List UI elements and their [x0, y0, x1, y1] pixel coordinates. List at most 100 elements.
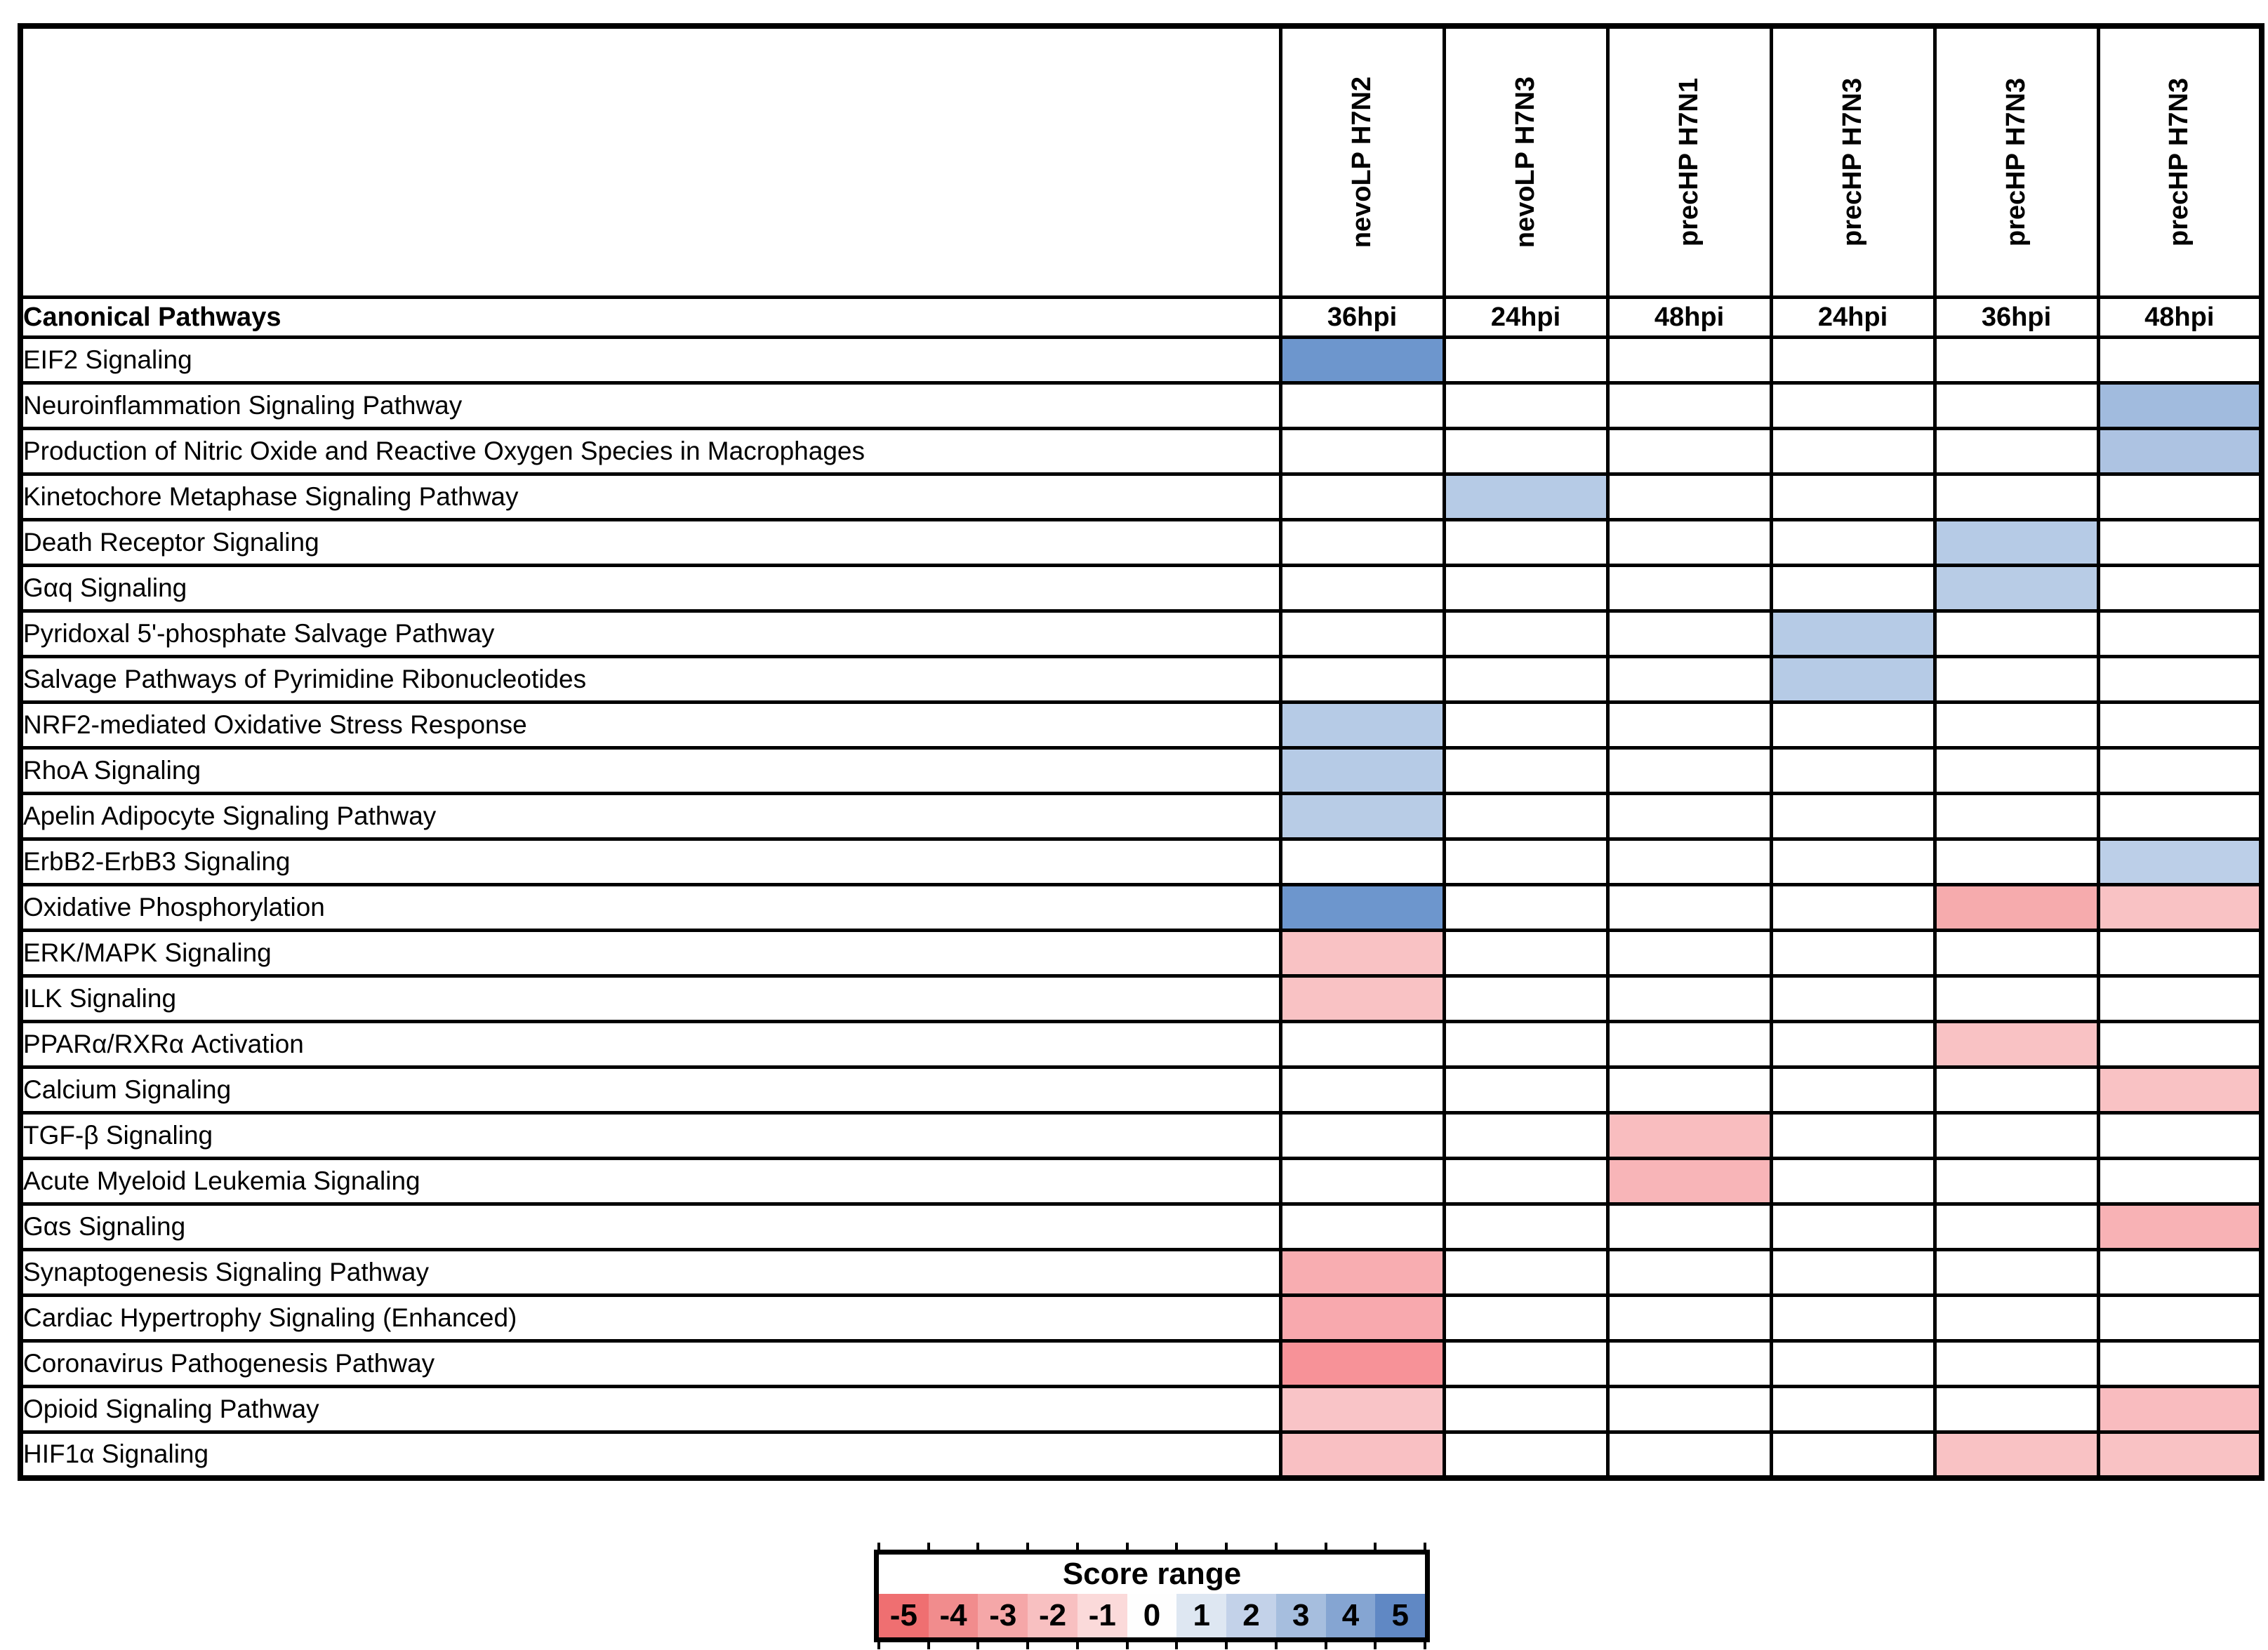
pathway-label: Death Receptor Signaling [18, 518, 1282, 567]
pathway-row: TGF-β Signaling [18, 1111, 2264, 1160]
legend-tick [1225, 1642, 1228, 1649]
virus-header-cell: precHP H7N3 [1769, 24, 1937, 299]
heatmap-cell [1932, 974, 2100, 1023]
virus-header-cell: nevoLP H7N3 [1442, 24, 1610, 299]
heatmap-cell [1605, 700, 1773, 750]
heatmap-cell [1932, 1339, 2100, 1388]
legend-score-cell: 1 [1176, 1594, 1227, 1637]
heatmap-cell [1442, 1339, 1610, 1388]
heatmap-cell [1442, 1248, 1610, 1297]
heatmap-cell [1278, 609, 1446, 658]
legend-tick [976, 1543, 980, 1550]
pathway-label: Opioid Signaling Pathway [18, 1385, 1282, 1434]
legend-tick [1424, 1642, 1426, 1649]
timepoint-label: 24hpi [1769, 295, 1937, 339]
pathway-row: ILK Signaling [18, 974, 2264, 1023]
heatmap-cell [2096, 1020, 2264, 1069]
timepoint-label: 36hpi [1278, 295, 1446, 339]
heatmap-cell [1442, 564, 1610, 613]
legend-score-cell: -5 [879, 1594, 929, 1637]
heatmap-cell [1932, 335, 2100, 385]
heatmap-cell [1932, 837, 2100, 886]
virus-label: precHP H7N3 [1837, 77, 1867, 247]
heatmap-cell [1769, 1202, 1937, 1251]
heatmap-cell [1769, 1248, 1937, 1297]
heatmap-cell [2096, 564, 2264, 613]
heatmap-cell [1605, 837, 1773, 886]
heatmap-cell [1278, 1248, 1446, 1297]
heatmap-cell [1278, 837, 1446, 886]
heatmap-cell [1442, 929, 1610, 978]
heatmap-body: EIF2 Signaling Neuroinflammation Signalin… [18, 335, 2264, 1479]
heatmap-cell [2096, 1293, 2264, 1343]
legend-score-cell: 3 [1275, 1594, 1326, 1637]
legend-tick [877, 1543, 880, 1550]
heatmap-cell [1605, 1202, 1773, 1251]
pathway-label: Oxidative Phosphorylation [18, 883, 1282, 932]
heatmap-cell [1442, 1111, 1610, 1160]
legend-tick [976, 1642, 980, 1649]
pathway-row: HIF1α Signaling [18, 1430, 2264, 1479]
pathway-row: Death Receptor Signaling [18, 518, 2264, 567]
heatmap-cell [1278, 335, 1446, 385]
pathway-label: PPARα/RXRα Activation [18, 1020, 1282, 1069]
heatmap-cell [2096, 609, 2264, 658]
score-legend: Score range -5 -4 -3 -2 -1 0 1 2 3 4 5 [874, 1543, 1430, 1649]
virus-header-row: nevoLP H7N2 nevoLP H7N3 precHP H7N1 precHP … [18, 24, 2264, 299]
heatmap-cell [1442, 974, 1610, 1023]
pathway-row: PPARα/RXRα Activation [18, 1020, 2264, 1069]
heatmap-cell [1442, 1202, 1610, 1251]
heatmap-cell [1932, 472, 2100, 521]
heatmap-cell [1442, 381, 1610, 430]
heatmap-cell [1769, 1020, 1937, 1069]
heatmap-cell [1278, 518, 1446, 567]
heatmap-cell [1605, 883, 1773, 932]
pathway-row: Apelin Adipocyte Signaling Pathway [18, 792, 2264, 841]
heatmap-cell [1442, 472, 1610, 521]
legend-tick [1374, 1642, 1377, 1649]
heatmap-cell [2096, 518, 2264, 567]
heatmap-cell [1605, 655, 1773, 704]
pathway-label: TGF-β Signaling [18, 1111, 1282, 1160]
legend-score-cell: -4 [928, 1594, 979, 1637]
heatmap-cell [1932, 1065, 2100, 1115]
pathway-row: Neuroinflammation Signaling Pathway [18, 381, 2264, 430]
heatmap-cell [1278, 1339, 1446, 1388]
pathway-label: Pyridoxal 5'-phosphate Salvage Pathway [18, 609, 1282, 658]
legend-tick [1274, 1543, 1278, 1550]
pathway-row: Oxidative Phosphorylation [18, 883, 2264, 932]
heatmap-cell [1605, 792, 1773, 841]
heatmap-cell [2096, 335, 2264, 385]
heatmap-cell [1769, 929, 1937, 978]
heatmap-cell [1769, 700, 1937, 750]
pathway-label: Kinetochore Metaphase Signaling Pathway [18, 472, 1282, 521]
heatmap-cell [1605, 427, 1773, 476]
legend-tick [1175, 1642, 1179, 1649]
pathway-label: EIF2 Signaling [18, 335, 1282, 385]
timepoint-label: 24hpi [1442, 295, 1610, 339]
virus-label: nevoLP H7N3 [1510, 76, 1540, 248]
heatmap-cell [1278, 792, 1446, 841]
heatmap-cell [1605, 1020, 1773, 1069]
heatmap-cell [1605, 746, 1773, 795]
heatmap-cell [1442, 1020, 1610, 1069]
heatmap-cell [2096, 746, 2264, 795]
heatmap-cell [1605, 335, 1773, 385]
canonical-pathways-header: Canonical Pathways [18, 295, 1282, 339]
heatmap-cell [1605, 381, 1773, 430]
heatmap-cell [2096, 655, 2264, 704]
heatmap-cell [2096, 1157, 2264, 1206]
heatmap-cell [1769, 1111, 1937, 1160]
pathway-row: Cardiac Hypertrophy Signaling (Enhanced) [18, 1293, 2264, 1343]
heatmap-cell [1278, 1430, 1446, 1479]
timepoint-label: 48hpi [1605, 295, 1773, 339]
heatmap-cell [1278, 472, 1446, 521]
heatmap-cell [1932, 746, 2100, 795]
heatmap-cell [1442, 792, 1610, 841]
legend-tick [1175, 1543, 1179, 1550]
heatmap-cell [1605, 1248, 1773, 1297]
pathway-row: Gαs Signaling [18, 1202, 2264, 1251]
legend-score-cell: -2 [1028, 1594, 1077, 1637]
heatmap-cell [2096, 792, 2264, 841]
pathway-label: Cardiac Hypertrophy Signaling (Enhanced) [18, 1293, 1282, 1343]
